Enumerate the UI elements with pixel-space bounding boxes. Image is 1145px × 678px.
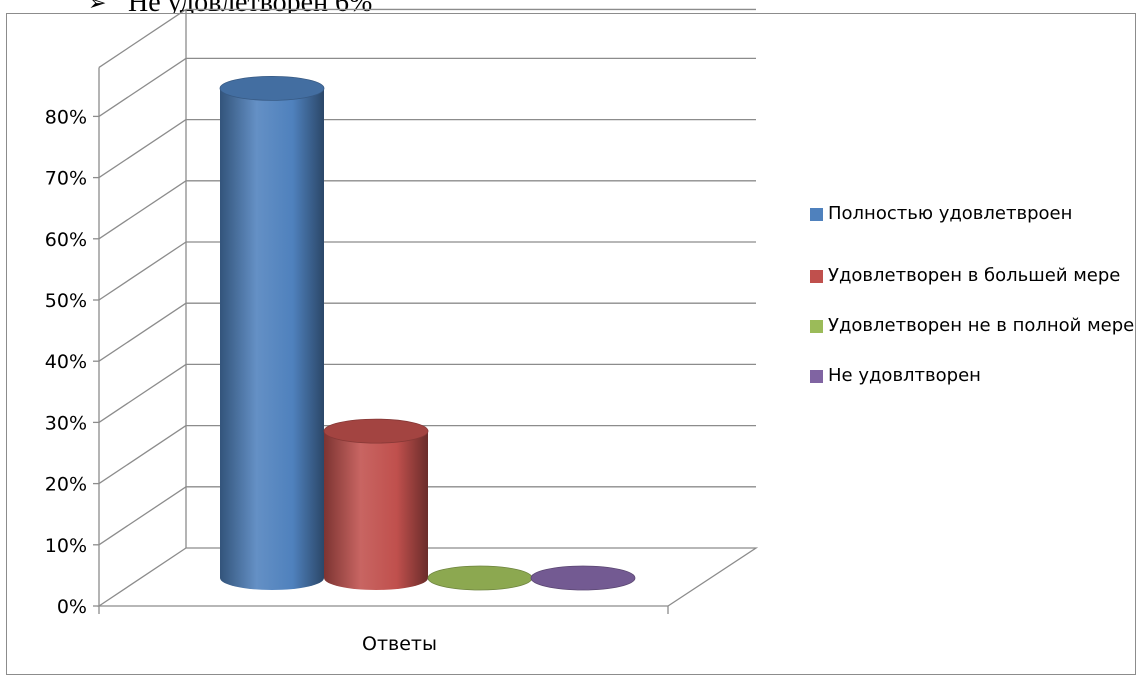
x-axis-category-labels: Ответы [362, 633, 437, 655]
legend-swatch [810, 208, 823, 221]
legend-item: Удовлетворен не в полной мере [806, 312, 1136, 340]
y-tick-label: 40% [45, 351, 87, 373]
bar-top [323, 418, 429, 444]
y-tick-label: 50% [45, 290, 87, 312]
legend-swatch [810, 270, 823, 283]
gridline-side [98, 302, 187, 362]
bar-flat-disc [427, 565, 533, 591]
bar-body [324, 431, 428, 590]
gridline-side [98, 119, 187, 179]
gridline-side [98, 425, 187, 485]
chart-bars [219, 76, 636, 591]
y-tick-label: 80% [45, 106, 87, 128]
chart-walls [96, 8, 759, 607]
legend-label: Не удовлтворен [828, 365, 981, 386]
chart-axes [93, 67, 669, 614]
y-tick-label: 20% [45, 474, 87, 496]
bar-1 [219, 76, 325, 591]
bar-4 [530, 565, 636, 591]
chart-legend: Полностью удовлетвроен Удовлетворен в бол… [806, 200, 1136, 390]
bar-flat-disc [530, 565, 636, 591]
gridline-side [98, 486, 187, 546]
gridline-side [98, 241, 187, 301]
y-tick-label: 30% [45, 412, 87, 434]
bar-body [220, 88, 324, 591]
chart-frame [6, 13, 1136, 675]
y-tick-label: 70% [45, 168, 87, 190]
legend-item: Полностью удовлетвроен [806, 200, 1136, 228]
chart-floor [96, 547, 759, 607]
bar-3 [427, 565, 533, 591]
legend-swatch [810, 320, 823, 333]
bullet-arrow-icon: ➢ [88, 0, 107, 15]
legend-item: Не удовлтворен [806, 362, 1136, 390]
gridline-side [98, 363, 187, 423]
y-tick-label: 0% [57, 596, 87, 618]
y-tick-label: 60% [45, 229, 87, 251]
y-axis-tick-labels: 0% 10% 20% 30% 40% 50% 60% 70% 80% [45, 106, 87, 618]
legend-label: Удовлетворен не в полной мере [828, 315, 1135, 336]
bar-top [219, 76, 325, 101]
legend-swatch [810, 370, 823, 383]
legend-item: Удовлетворен в большей мере [806, 262, 1136, 290]
y-tick-label: 10% [45, 535, 87, 557]
x-category-label: Ответы [362, 633, 437, 655]
legend-label: Удовлетворен в большей мере [828, 265, 1121, 286]
gridline-side [98, 180, 187, 240]
legend-label: Полностью удовлетвроен [828, 203, 1073, 224]
bar-2 [323, 418, 429, 590]
gridline-side [98, 57, 187, 117]
side-wall-top-edge [98, 8, 187, 68]
